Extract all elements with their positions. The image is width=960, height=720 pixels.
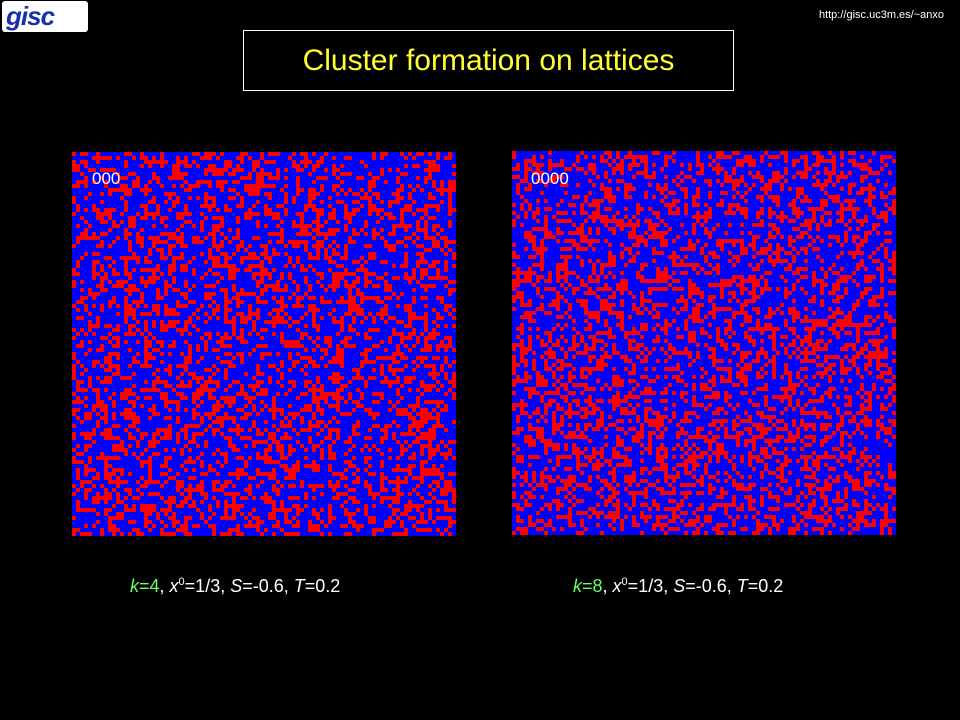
- caption-part: ,: [602, 576, 613, 596]
- slide-title: Cluster formation on lattices: [243, 30, 734, 91]
- lattice-image: [72, 152, 456, 536]
- caption-part: =1/3,: [184, 576, 231, 596]
- caption-part: k: [573, 576, 582, 596]
- caption: k=4, x0=1/3, S=-0.6, T=0.2: [130, 576, 340, 597]
- caption-part: S: [230, 576, 243, 596]
- lattice-image: [512, 151, 896, 535]
- caption-part: =0.2: [747, 576, 784, 596]
- caption-part: =4: [139, 576, 160, 596]
- panel-label: 0000: [531, 169, 569, 188]
- caption-part: x: [612, 576, 622, 596]
- caption-part: =-0.6,: [685, 576, 737, 596]
- caption-part: ,: [159, 576, 170, 596]
- url[interactable]: http://gisc.uc3m.es/~anxo: [818, 9, 944, 21]
- caption: k=8, x0=1/3, S=-0.6, T=0.2: [573, 576, 783, 597]
- caption-part: =1/3,: [627, 576, 674, 596]
- caption-part: =8: [582, 576, 603, 596]
- logo: gisc: [2, 1, 88, 32]
- caption-part: S: [673, 576, 686, 596]
- caption-part: T: [293, 576, 305, 596]
- caption-part: x: [169, 576, 179, 596]
- caption-part: =-0.6,: [242, 576, 294, 596]
- caption-part: k: [130, 576, 139, 596]
- caption-part: =0.2: [304, 576, 341, 596]
- panel-label: 000: [92, 169, 121, 188]
- caption-part: T: [736, 576, 748, 596]
- caption-part: 0: [178, 576, 185, 588]
- caption-part: 0: [621, 576, 628, 588]
